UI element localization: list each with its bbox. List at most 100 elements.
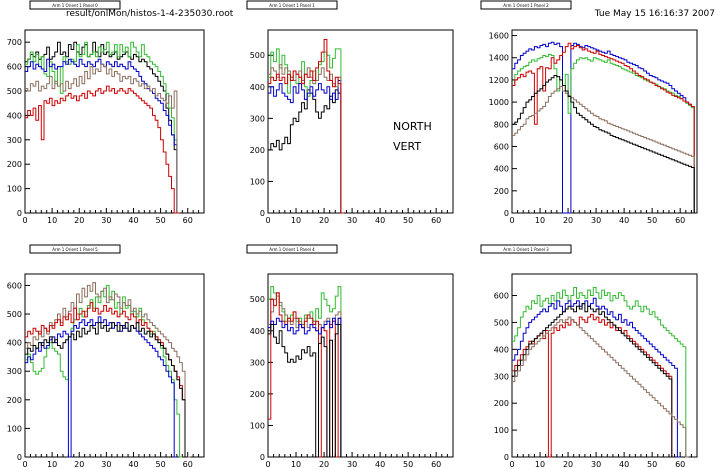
- y-tick-label: 200: [250, 390, 265, 399]
- x-tick-label: 30: [101, 216, 111, 225]
- x-tick-label: 40: [128, 460, 138, 469]
- series-blue: [512, 297, 681, 458]
- series-red: [512, 313, 675, 458]
- panel-title-box: [480, 0, 572, 10]
- y-tick-label: 1600: [489, 32, 509, 41]
- series-red: [25, 302, 188, 458]
- y-tick-label: 400: [250, 83, 265, 92]
- y-tick-label: 100: [494, 426, 509, 435]
- y-tick-label: 100: [7, 424, 22, 433]
- panel-title: Arm 1 Orient 1 Panel 1: [269, 3, 315, 8]
- x-tick-label: 10: [535, 460, 545, 469]
- y-tick-label: 200: [7, 160, 22, 169]
- panel-title-box: [480, 244, 572, 254]
- y-tick-label: 400: [494, 345, 509, 354]
- x-tick-label: 0: [265, 460, 270, 469]
- series-black: [268, 89, 344, 214]
- series-blue: [25, 316, 177, 458]
- x-tick-label: 20: [563, 460, 573, 469]
- series-green: [512, 53, 697, 214]
- y-tick-label: 700: [7, 38, 22, 47]
- panel-title: Arm 1 Orient 1 Panel 2: [503, 3, 549, 8]
- y-tick-label: 1000: [489, 98, 509, 107]
- x-tick-label: 20: [74, 460, 84, 469]
- y-tick-label: 600: [7, 63, 22, 72]
- y-tick-label: 500: [494, 318, 509, 327]
- panel-title: Arm 1 Orient 1 Panel 4: [269, 247, 315, 252]
- y-tick-label: 100: [250, 421, 265, 430]
- series-brown: [512, 316, 689, 458]
- series-green: [512, 287, 689, 458]
- y-tick-label: 500: [250, 51, 265, 60]
- x-tick-label: 0: [22, 460, 27, 469]
- x-tick-label: 10: [291, 216, 301, 225]
- panel-4: Arm 1 Orient 1 Panel 4 0 100 200 300 400 500 0 1…: [246, 244, 454, 469]
- panel-title: Arm 1 Orient 1 Panel 3: [503, 247, 549, 252]
- y-tick-label: 300: [7, 367, 22, 376]
- panel-title-box: [246, 244, 338, 254]
- y-tick-label: 300: [7, 136, 22, 145]
- x-tick-label: 50: [647, 460, 657, 469]
- y-tick-label: 200: [494, 187, 509, 196]
- x-tick-label: 30: [101, 460, 111, 469]
- y-tick-label: 200: [250, 146, 265, 155]
- y-tick-label: 600: [7, 281, 22, 290]
- plot-frame: [511, 273, 698, 458]
- series-blue: [25, 58, 180, 214]
- x-tick-label: 50: [403, 460, 413, 469]
- x-tick-label: 0: [509, 216, 514, 225]
- series-black: [268, 324, 344, 458]
- y-tick-label: 800: [494, 120, 509, 129]
- panel-title-box: [246, 0, 338, 10]
- x-tick-label: 10: [47, 216, 57, 225]
- plot-frame: [511, 29, 698, 214]
- file-label: result/onlMon/histos-1-4-235030.root: [66, 9, 234, 19]
- y-tick-label: 500: [7, 87, 22, 96]
- x-tick-label: 20: [319, 216, 329, 225]
- x-tick-label: 40: [128, 216, 138, 225]
- series-green: [268, 48, 344, 214]
- y-tick-label: 200: [494, 399, 509, 408]
- x-tick-label: 30: [591, 216, 601, 225]
- y-tick-label: 0: [504, 209, 509, 218]
- y-tick-label: 200: [7, 396, 22, 405]
- y-tick-label: 0: [17, 209, 22, 218]
- panel-title: Arm 1 Orient 1 Panel 5: [52, 247, 98, 252]
- y-tick-label: 1400: [489, 54, 509, 63]
- y-tick-label: 400: [7, 339, 22, 348]
- series-black: [512, 303, 675, 458]
- y-tick-label: 0: [17, 453, 22, 462]
- panel-title: Arm 1 Orient 1 Panel 0: [52, 3, 98, 8]
- x-tick-label: 50: [647, 216, 657, 225]
- x-tick-label: 50: [156, 216, 166, 225]
- x-tick-label: 20: [563, 216, 573, 225]
- y-tick-label: 0: [260, 209, 265, 218]
- x-tick-label: 60: [183, 216, 193, 225]
- series-black: [25, 41, 180, 214]
- x-tick-label: 20: [74, 216, 84, 225]
- x-tick-label: 10: [47, 460, 57, 469]
- x-tick-label: 30: [347, 216, 357, 225]
- y-tick-label: 0: [260, 453, 265, 462]
- x-tick-label: 10: [291, 460, 301, 469]
- panel-title-box: [29, 244, 121, 254]
- x-tick-label: 40: [619, 216, 629, 225]
- x-tick-label: 20: [319, 460, 329, 469]
- plot-frame: [267, 273, 454, 458]
- x-tick-label: 50: [156, 460, 166, 469]
- x-tick-label: 50: [403, 216, 413, 225]
- y-tick-label: 600: [494, 292, 509, 301]
- series-brown: [25, 63, 180, 214]
- y-tick-label: 1200: [489, 76, 509, 85]
- date-label: Tue May 15 16:16:37 2007: [594, 9, 715, 19]
- plot-frame: [24, 29, 205, 214]
- x-tick-label: 0: [509, 460, 514, 469]
- x-tick-label: 60: [183, 460, 193, 469]
- x-tick-label: 60: [675, 216, 685, 225]
- y-tick-label: 500: [7, 310, 22, 319]
- x-tick-label: 40: [375, 216, 385, 225]
- series-black: [25, 322, 188, 458]
- y-tick-label: 600: [494, 142, 509, 151]
- y-tick-label: 100: [250, 177, 265, 186]
